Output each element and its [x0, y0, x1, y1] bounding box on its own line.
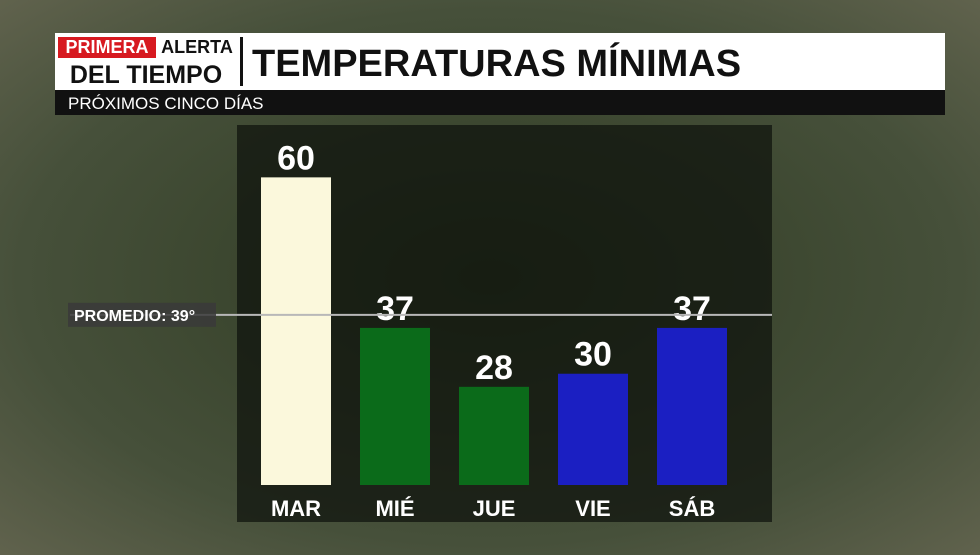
brand-red: [58, 37, 156, 58]
brand: PRIMERA: [65, 37, 148, 57]
reference-label: PROMEDIO: 39°: [74, 308, 195, 325]
value-label: 37: [376, 290, 414, 328]
bar: [558, 373, 628, 485]
bar: [459, 386, 529, 485]
value-label: 60: [277, 139, 315, 177]
x-tick-label: VIE: [575, 496, 610, 521]
x-tick-label: MIÉ: [375, 496, 414, 521]
x-tick-label: SÁB: [669, 496, 715, 521]
bar: [261, 177, 331, 485]
value-label: 30: [574, 336, 612, 374]
brand: ALERTA: [161, 37, 233, 57]
divider: [240, 37, 243, 86]
subtitle: PRÓXIMOS CINCO DÍAS: [68, 94, 264, 113]
x-tick-label: JUE: [473, 496, 516, 521]
header-bar: [55, 33, 945, 90]
bar: [360, 327, 430, 485]
subtitle-bar: [55, 90, 945, 115]
chart-title: TEMPERATURAS MÍNIMAS: [252, 41, 741, 85]
brand: DEL TIEMPO: [70, 61, 222, 89]
x-tick-label: MAR: [271, 496, 321, 521]
value-label: 28: [475, 349, 513, 387]
value-label: 37: [673, 290, 711, 328]
bar: [657, 327, 727, 485]
reference-label-box: [68, 302, 216, 327]
